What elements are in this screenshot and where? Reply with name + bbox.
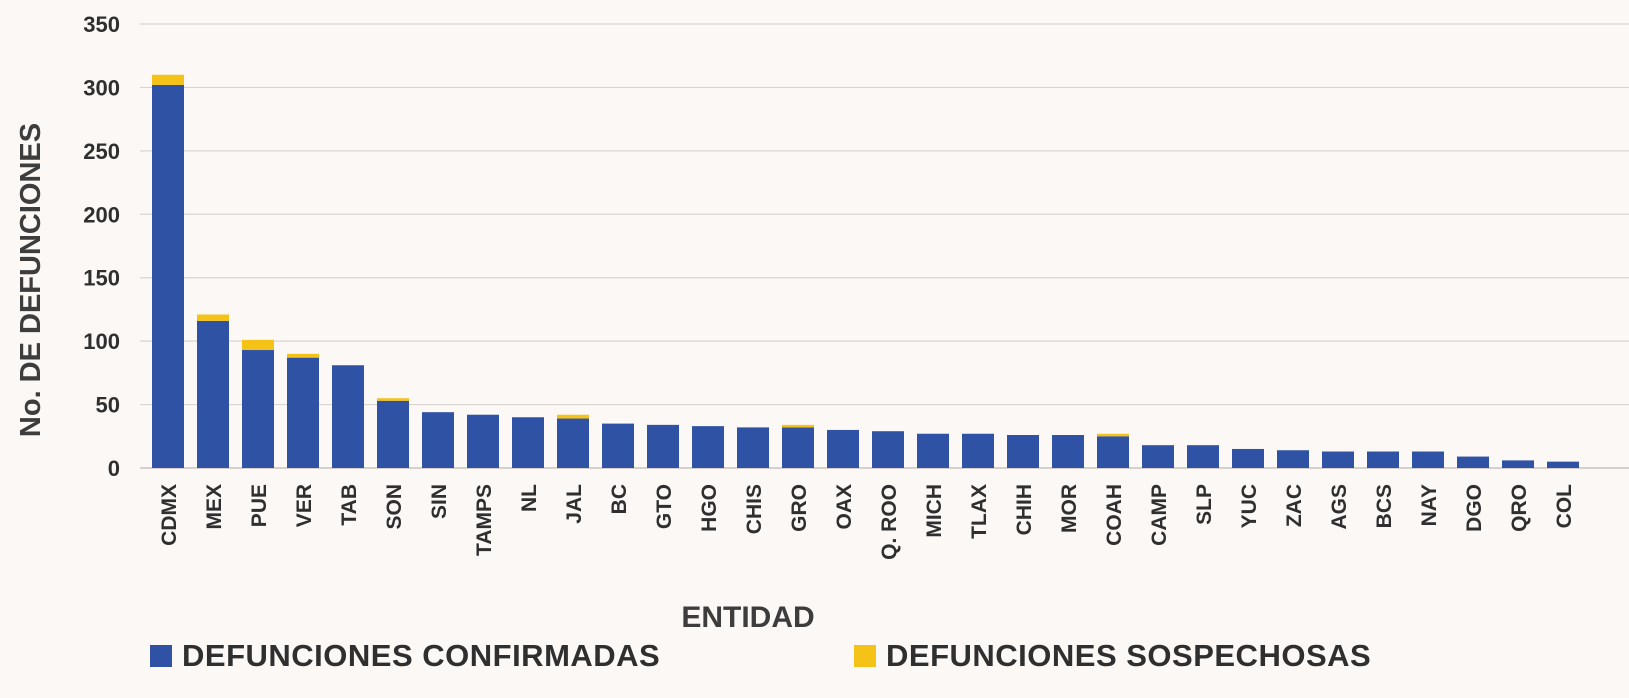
x-tick-label: TAB — [338, 484, 361, 526]
x-tick-label: COL — [1553, 484, 1576, 529]
bar-suspected-cdmx — [152, 74, 184, 85]
y-tick-label: 250 — [83, 139, 120, 164]
x-tick-label: Q. ROO — [878, 484, 901, 560]
bar-confirmed-tlax — [962, 433, 994, 468]
y-tick-label: 300 — [83, 75, 120, 100]
bar-suspected-gro — [782, 424, 814, 428]
bar-confirmed-chis — [737, 427, 769, 468]
bar-confirmed-cdmx — [152, 84, 184, 469]
x-tick-label: MEX — [203, 484, 226, 530]
y-tick-label: 350 — [83, 12, 120, 37]
x-tick-label: MOR — [1058, 484, 1081, 533]
bar-confirmed-gto — [647, 424, 679, 468]
legend-item-suspected: DEFUNCIONES SOSPECHOSAS — [854, 638, 1371, 674]
bar-confirmed-jal — [557, 418, 589, 468]
x-tick-label: COAH — [1103, 484, 1126, 546]
x-tick-label: SIN — [428, 484, 451, 519]
y-tick-label: 150 — [83, 266, 120, 291]
bar-confirmed-zac — [1277, 450, 1309, 468]
x-tick-label: QRO — [1508, 484, 1531, 532]
bar-confirmed-yuc — [1232, 448, 1264, 468]
bar-confirmed-nl — [512, 417, 544, 468]
bar-suspected-pue — [242, 339, 274, 351]
x-tick-label: GTO — [653, 484, 676, 529]
x-tick-label: SON — [383, 484, 406, 530]
x-tick-label: CHIS — [743, 484, 766, 534]
bar-confirmed-coah — [1097, 436, 1129, 468]
x-tick-label: CDMX — [158, 484, 181, 546]
bar-confirmed-chih — [1007, 435, 1039, 468]
bar-suspected-jal — [557, 414, 589, 419]
bar-confirmed-dgo — [1457, 456, 1489, 468]
y-tick-label: 0 — [108, 456, 120, 481]
y-axis-ticks: 0 50 100 150 200 250 300 350 — [83, 12, 120, 481]
x-tick-label: SLP — [1193, 484, 1216, 525]
bar-confirmed-bc — [602, 423, 634, 468]
bar-confirmed-bcs — [1367, 451, 1399, 468]
bar-confirmed-mich — [917, 433, 949, 468]
bar-confirmed-q-roo — [872, 431, 904, 468]
bar-suspected-ver — [287, 353, 319, 358]
x-axis-label: ENTIDAD — [681, 601, 814, 634]
bar-confirmed-nay — [1412, 451, 1444, 468]
x-tick-label: AGS — [1328, 484, 1351, 530]
legend-item-confirmed: DEFUNCIONES CONFIRMADAS — [150, 638, 660, 674]
x-tick-label: OAX — [833, 484, 856, 530]
x-tick-label: VER — [293, 484, 316, 527]
x-tick-label: DGO — [1463, 484, 1486, 532]
x-tick-label: JAL — [563, 484, 586, 524]
bar-confirmed-mor — [1052, 435, 1084, 468]
bar-confirmed-mex — [197, 320, 229, 468]
bar-confirmed-ags — [1322, 451, 1354, 468]
bar-confirmed-pue — [242, 350, 274, 468]
bar-suspected-coah — [1097, 433, 1129, 437]
bar-confirmed-hgo — [692, 426, 724, 468]
bar-confirmed-oax — [827, 429, 859, 468]
x-tick-label: HGO — [698, 484, 721, 532]
x-axis-ticks: CDMX MEX PUE VER TAB SON SIN TAMPS NL JAL BC GTO HGO… — [158, 484, 1576, 560]
bar-confirmed-tamps — [467, 414, 499, 468]
bar-confirmed-son — [377, 400, 409, 468]
x-tick-label: YUC — [1238, 484, 1261, 528]
x-tick-label: PUE — [248, 484, 271, 527]
bar-confirmed-camp — [1142, 445, 1174, 468]
x-tick-label: CAMP — [1148, 484, 1171, 546]
x-tick-label: BC — [608, 484, 631, 514]
bar-confirmed-sin — [422, 412, 454, 468]
legend-label-confirmed: DEFUNCIONES CONFIRMADAS — [182, 638, 661, 673]
bar-confirmed-qro — [1502, 460, 1534, 468]
legend-label-suspected: DEFUNCIONES SOSPECHOSAS — [886, 638, 1372, 673]
bar-confirmed-col — [1547, 461, 1579, 468]
bar-suspected-mex — [197, 314, 229, 321]
x-tick-label: TLAX — [968, 484, 991, 539]
bar-confirmed-gro — [782, 427, 814, 468]
x-tick-label: MICH — [923, 484, 946, 538]
x-tick-label: NL — [518, 484, 541, 512]
bar-suspected-son — [377, 398, 409, 401]
x-tick-label: CHIH — [1013, 484, 1036, 535]
x-tick-label: TAMPS — [473, 484, 496, 556]
bars — [152, 74, 1579, 469]
bar-confirmed-ver — [287, 357, 319, 468]
y-tick-label: 200 — [83, 202, 120, 227]
x-tick-label: GRO — [788, 484, 811, 532]
x-tick-label: ZAC — [1283, 484, 1306, 527]
y-axis-label: No. DE DEFUNCIONES — [15, 123, 47, 437]
legend-swatch-suspected — [854, 645, 876, 667]
y-tick-label: 50 — [96, 393, 120, 418]
gridlines — [140, 23, 1629, 469]
x-tick-label: NAY — [1418, 484, 1441, 526]
legend: DEFUNCIONES CONFIRMADAS DEFUNCIONES SOSP… — [150, 638, 1620, 698]
legend-swatch-confirmed — [150, 645, 172, 667]
y-tick-label: 100 — [83, 329, 120, 354]
bar-confirmed-tab — [332, 365, 364, 468]
bar-confirmed-slp — [1187, 445, 1219, 468]
x-tick-label: BCS — [1373, 484, 1396, 528]
